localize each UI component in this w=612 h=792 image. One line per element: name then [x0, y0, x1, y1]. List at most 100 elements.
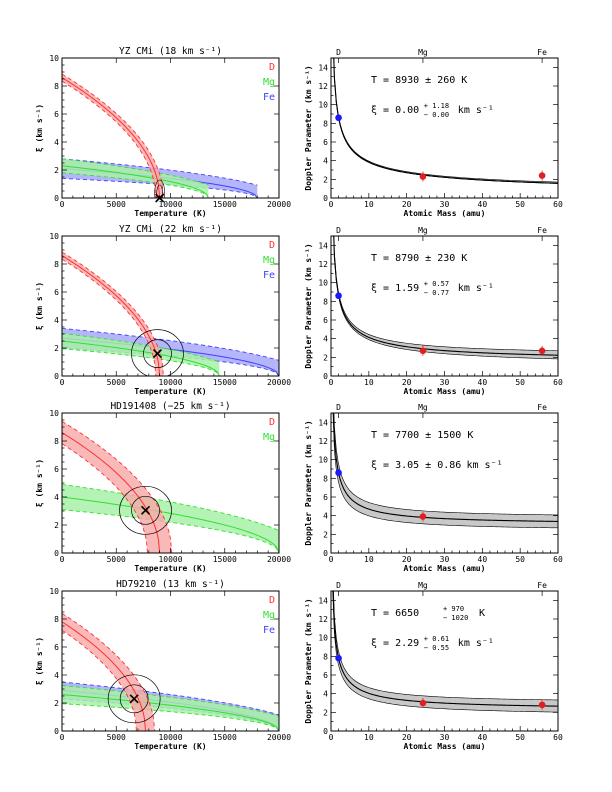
point-D [335, 654, 342, 662]
plot-area [332, 413, 558, 529]
y-tick-label: 14 [318, 241, 328, 250]
y-tick-label: 8 [323, 119, 328, 128]
fe-upper [62, 327, 279, 361]
y-tick-label: 8 [323, 297, 328, 306]
point-Mg [419, 347, 427, 355]
y-tick-label: 4 [323, 690, 328, 699]
x-tick-label: 20000 [267, 733, 291, 742]
y-tick-label: 6 [323, 138, 328, 147]
x-axis-label: Atomic Mass (amu) [404, 741, 486, 751]
legend-Fe: Fe [263, 625, 275, 636]
y-tick-label: 10 [49, 54, 59, 63]
y-tick-label: 10 [318, 101, 328, 110]
panel-title: HD79210 (13 km s⁻¹) [116, 579, 225, 590]
y-axis-label: ξ (km s⁻¹) [35, 459, 44, 507]
fit-band [333, 236, 558, 359]
x-tick-label: 15000 [213, 200, 237, 209]
y-tick-label: 12 [318, 615, 328, 624]
plot-area [333, 58, 558, 184]
y-tick-label: 10 [318, 456, 328, 465]
x-tick-label: 0 [60, 200, 65, 209]
legend-Mg: Mg [263, 255, 275, 266]
left-panel-6: 0 5000 10000 15000 20000 0 2 4 6 8 10 Temperature (… [35, 579, 291, 751]
plot-area [333, 236, 558, 360]
x-axis-label: Temperature (K) [134, 209, 206, 218]
fit-lower [332, 591, 558, 713]
d-line [62, 77, 161, 198]
annot-xi-minus: − 0.77 [424, 289, 449, 297]
top-label-D: D [336, 226, 341, 235]
panel-title: HD191408 (−25 km s⁻¹) [110, 401, 230, 412]
d-lower [62, 629, 137, 731]
annot-xi: ξ = 3.05 ± 0.86 [371, 460, 461, 471]
x-tick-label: 30 [440, 378, 450, 387]
y-tick-label: 2 [323, 530, 328, 539]
annot-temperature-plus: + 970 [443, 605, 464, 613]
fe-upper [62, 158, 258, 186]
x-axis-label: Atomic Mass (amu) [404, 386, 486, 396]
y-axis-label: Doppler Parameter (km s⁻¹) [304, 243, 313, 368]
top-label-D: D [336, 48, 341, 57]
top-label-Mg: Mg [418, 48, 428, 57]
top-label-Mg: Mg [418, 403, 428, 412]
y-tick-label: 12 [318, 82, 328, 91]
point-Fe [538, 172, 546, 179]
y-tick-label: 0 [54, 372, 59, 381]
fit-band [332, 413, 558, 528]
top-label-Fe: Fe [537, 48, 547, 57]
x-tick-label: 20 [402, 378, 412, 387]
fit-line [332, 413, 558, 522]
x-tick-label: 0 [329, 378, 334, 387]
x-tick-label: 0 [329, 733, 334, 742]
y-tick-label: 10 [49, 409, 59, 418]
point-Mg [419, 173, 427, 180]
point-D [335, 292, 342, 300]
x-tick-label: 20000 [267, 378, 291, 387]
x-tick-label: 40 [478, 555, 488, 564]
annot-temperature-unit: K [479, 608, 485, 619]
contour-2sigma [119, 485, 172, 535]
right-panel-1: 0 10 20 30 40 50 60 D Mg Fe 0 2 4 6 8 10 12 14 Atomic Mass… [304, 48, 563, 218]
y-tick-label: 2 [323, 175, 328, 184]
mg-upper [62, 332, 220, 363]
fe-upper [62, 681, 279, 716]
annot-temperature: T = 7700 ± 1500 K [371, 430, 473, 441]
y-tick-label: 8 [54, 437, 59, 446]
d-line [62, 255, 161, 376]
annot-xi: ξ = 0.00 [371, 105, 419, 116]
y-tick-label: 6 [54, 643, 59, 652]
fit-line [333, 236, 558, 356]
annot-xi: ξ = 2.29 [371, 638, 419, 649]
y-tick-label: 2 [54, 699, 59, 708]
y-tick-label: 8 [323, 652, 328, 661]
y-tick-label: 6 [54, 465, 59, 474]
y-tick-label: 2 [323, 708, 328, 717]
mg-lower [62, 703, 279, 731]
y-tick-label: 2 [323, 353, 328, 362]
y-tick-label: 4 [323, 335, 328, 344]
y-axis-label: Doppler Parameter (km s⁻¹) [304, 65, 313, 190]
x-tick-label: 15000 [213, 555, 237, 564]
y-axis-label: ξ (km s⁻¹) [35, 282, 44, 330]
fit-lower [332, 413, 558, 529]
y-tick-label: 10 [318, 634, 328, 643]
fit-upper [333, 591, 558, 701]
d-band [62, 74, 164, 198]
x-tick-label: 50 [515, 200, 525, 209]
point-Mg [419, 699, 427, 707]
mg-band [62, 484, 279, 553]
x-tick-label: 10 [364, 378, 374, 387]
plot-area [62, 73, 258, 198]
x-tick-label: 50 [515, 378, 525, 387]
mg-lower [62, 348, 220, 376]
mg-lower [62, 509, 279, 553]
d-upper [62, 251, 164, 376]
x-tick-label: 50 [515, 555, 525, 564]
y-tick-label: 10 [49, 587, 59, 596]
y-axis-label: ξ (km s⁻¹) [35, 104, 44, 152]
annot-xi-unit: km s⁻¹ [467, 460, 503, 471]
right-panel-5: 0 10 20 30 40 50 60 D Mg Fe 0 2 4 6 8 10 12 14 Atomic Mass… [304, 403, 563, 573]
y-tick-label: 0 [54, 549, 59, 558]
annot-temperature-minus: − 1020 [443, 614, 468, 622]
